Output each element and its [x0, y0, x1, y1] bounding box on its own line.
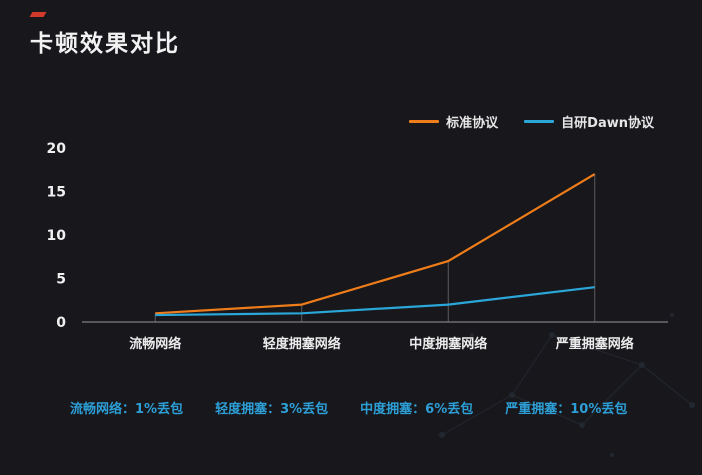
series-line-1: [155, 286, 595, 317]
x-category-label: 流畅网络: [129, 336, 181, 352]
footnote-item-smooth: 流畅网络：1%丢包: [70, 402, 184, 417]
footnote-item-moderate: 中度拥塞：6%丢包: [360, 402, 474, 417]
series-line-0: [155, 173, 596, 315]
line-chart-svg: 0 5 10 15 20 流畅网络 轻度拥塞网络 中度拥塞网络 严重拥塞网络: [47, 141, 668, 352]
legend-item-0: 标准协议: [409, 112, 498, 131]
page-title: 卡顿效果对比: [30, 31, 180, 57]
chart-legend: 标准协议 自研Dawn协议: [409, 112, 654, 131]
y-tick-label: 5: [56, 272, 66, 288]
legend-item-1: 自研Dawn协议: [524, 112, 654, 131]
footnote-item-severe: 严重拥塞：10%丢包: [505, 402, 628, 417]
y-tick-label: 15: [47, 185, 66, 201]
y-tick-label: 0: [56, 315, 66, 331]
red-accent-mark: [29, 12, 47, 17]
x-category-label: 中度拥塞网络: [409, 336, 487, 352]
line-chart: 0 5 10 15 20 流畅网络 轻度拥塞网络 中度拥塞网络 严重拥塞网络: [24, 132, 684, 362]
x-category-label: 严重拥塞网络: [555, 336, 634, 352]
footnote: 流畅网络：1%丢包 轻度拥塞：3%丢包 中度拥塞：6%丢包 严重拥塞：10%丢包: [70, 398, 670, 417]
y-tick-label: 10: [47, 228, 67, 244]
legend-swatch: [524, 120, 555, 123]
footnote-item-light: 轻度拥塞：3%丢包: [215, 402, 329, 417]
legend-swatch: [409, 120, 440, 123]
y-tick-label: 20: [47, 141, 67, 157]
x-category-label: 轻度拥塞网络: [263, 336, 341, 352]
legend-label: 自研Dawn协议: [561, 116, 654, 131]
legend-label: 标准协议: [446, 116, 499, 131]
